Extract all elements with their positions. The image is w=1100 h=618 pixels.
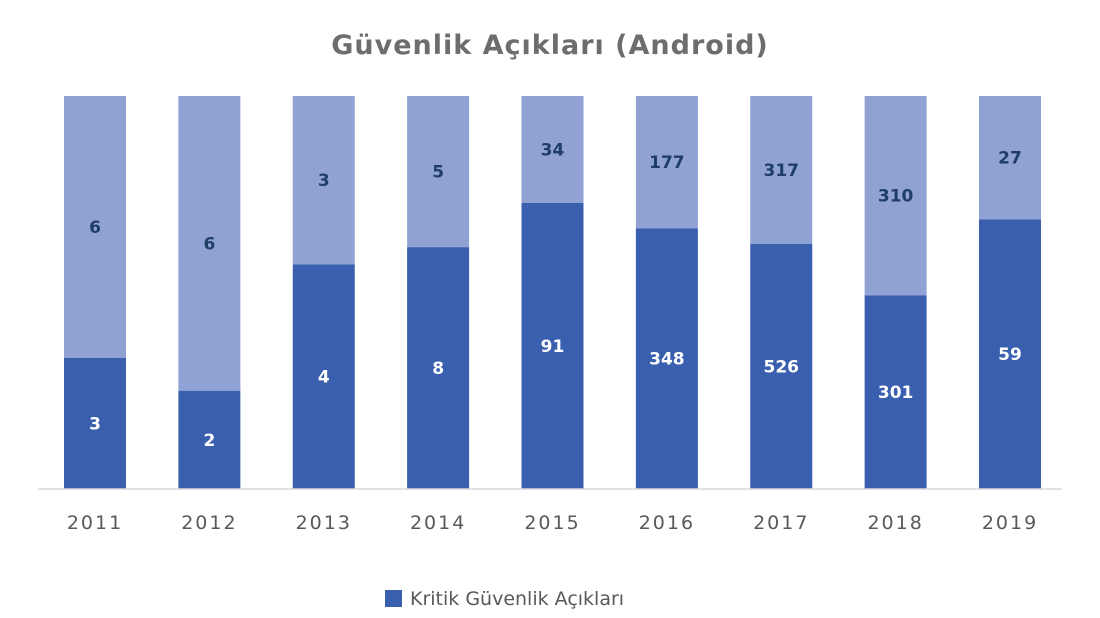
x-tick-2017: 2017 — [753, 512, 809, 534]
bar-other-2019 — [979, 96, 1041, 220]
bar-other-2015 — [521, 96, 584, 203]
bar-critical-2019 — [979, 219, 1041, 489]
bar-other-2012 — [178, 96, 241, 391]
x-tick-2014: 2014 — [410, 512, 466, 534]
bar-critical-2014 — [407, 247, 470, 489]
legend: Kritik Güvenlik Açıkları — [385, 588, 624, 610]
x-tick-2019: 2019 — [982, 512, 1038, 534]
bar-other-2017 — [750, 96, 813, 244]
label-other-2014: 5 — [432, 163, 444, 183]
bar-other-2014 — [407, 96, 470, 248]
bar-critical-2012 — [178, 390, 241, 489]
bar-other-2016 — [635, 96, 698, 229]
x-tick-2013: 2013 — [296, 512, 352, 534]
label-other-2019: 27 — [998, 149, 1022, 169]
chart-title: Güvenlik Açıkları (Android) — [331, 30, 769, 61]
label-critical-2015: 91 — [541, 337, 565, 357]
bar-critical-2015 — [521, 202, 584, 489]
label-other-2015: 34 — [541, 140, 565, 160]
label-critical-2012: 2 — [203, 431, 215, 451]
bar-critical-2017 — [750, 243, 813, 489]
label-critical-2018: 301 — [878, 383, 914, 403]
x-tick-2012: 2012 — [181, 512, 237, 534]
x-axis-ticks: 2011 2012 2013 2014 2015 2016 2017 2018 2019 — [67, 512, 1038, 534]
bar-critical-2013 — [292, 264, 355, 489]
label-critical-2014: 8 — [432, 359, 444, 379]
x-tick-2018: 2018 — [867, 512, 923, 534]
label-critical-2019: 59 — [998, 345, 1022, 365]
legend-label-critical: Kritik Güvenlik Açıkları — [410, 588, 624, 610]
label-critical-2013: 4 — [318, 368, 330, 388]
bar-other-2013 — [292, 96, 355, 265]
bar-other-2011 — [64, 96, 126, 358]
label-other-2018: 310 — [878, 187, 914, 207]
x-tick-2011: 2011 — [67, 512, 123, 534]
label-other-2012: 6 — [203, 234, 215, 254]
x-tick-2016: 2016 — [639, 512, 695, 534]
legend-swatch-critical — [385, 590, 402, 607]
bar-critical-2018 — [864, 295, 927, 489]
label-other-2017: 317 — [764, 161, 800, 181]
bar-critical-2016 — [635, 228, 698, 490]
x-tick-2015: 2015 — [524, 512, 580, 534]
label-other-2016: 177 — [649, 153, 685, 173]
bar-other-2018 — [864, 96, 927, 296]
label-critical-2016: 348 — [649, 350, 685, 370]
label-critical-2017: 526 — [764, 357, 800, 377]
label-other-2013: 3 — [318, 171, 330, 191]
bar-critical-2011 — [64, 358, 126, 489]
label-critical-2011: 3 — [89, 415, 101, 435]
label-other-2011: 6 — [89, 218, 101, 238]
